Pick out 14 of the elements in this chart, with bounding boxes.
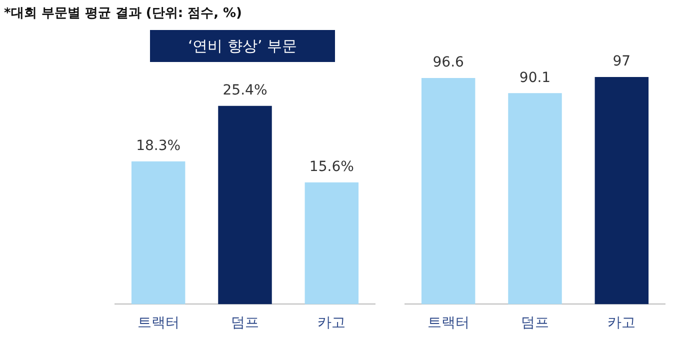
chart-title: ‘연비 향상’ 부문 [150,30,335,62]
data-label: 90.1 [519,70,551,86]
x-tick-label: 트랙터 [137,315,180,332]
data-label: 25.4% [222,82,268,99]
x-tick-label: 덤프 [231,315,259,332]
data-label: 18.3% [136,138,181,154]
data-label: 96.6 [432,54,464,71]
x-tick-label: 카고 [318,315,346,332]
x-tick-label: 덤프 [521,315,549,332]
data-label: 97 [612,54,631,70]
text: *대회 부문별 평균 결과 (단위: 점수, %) [4,5,242,22]
x-tick-label: 트랙터 [427,315,470,332]
data-label: 15.6% [309,159,354,176]
x-tick-label: 카고 [608,315,636,332]
